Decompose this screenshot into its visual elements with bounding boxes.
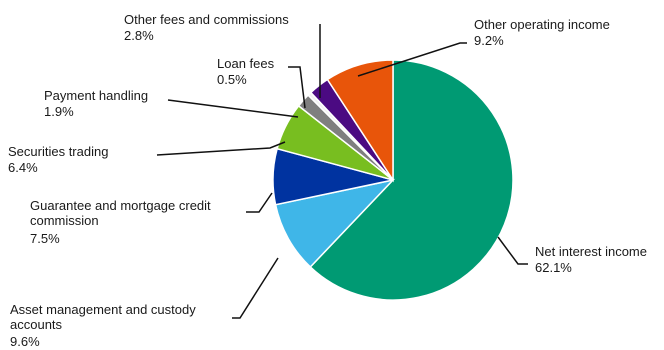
label-loan-fees: Loan fees 0.5% bbox=[217, 56, 278, 87]
leader-other-operating-income bbox=[357, 42, 467, 77]
label-other-operating-income: Other operating income 9.2% bbox=[474, 17, 613, 48]
slice-other-operating-income bbox=[326, 59, 394, 183]
label-asset-management: Asset management and custody accounts 9.… bbox=[10, 302, 199, 349]
leader-asset-management bbox=[232, 257, 279, 319]
leader-guarantee-mortgage bbox=[246, 192, 273, 213]
leader-net-interest-income bbox=[497, 236, 528, 265]
slice-net-interest-income bbox=[309, 59, 514, 301]
label-guarantee-mortgage: Guarantee and mortgage credit commission… bbox=[30, 198, 214, 246]
leader-loan-fees bbox=[288, 66, 306, 109]
pie-slices bbox=[272, 59, 514, 301]
leader-securities-trading bbox=[156, 141, 286, 156]
label-other-fees: Other fees and commissions 2.8% bbox=[124, 12, 292, 43]
label-securities-trading: Securities trading 6.4% bbox=[8, 144, 112, 175]
label-payment-handling: Payment handling 1.9% bbox=[44, 88, 152, 119]
label-net-interest-income: Net interest income 62.1% bbox=[535, 244, 651, 275]
leader-lines bbox=[156, 24, 528, 319]
leader-payment-handling bbox=[167, 99, 299, 118]
